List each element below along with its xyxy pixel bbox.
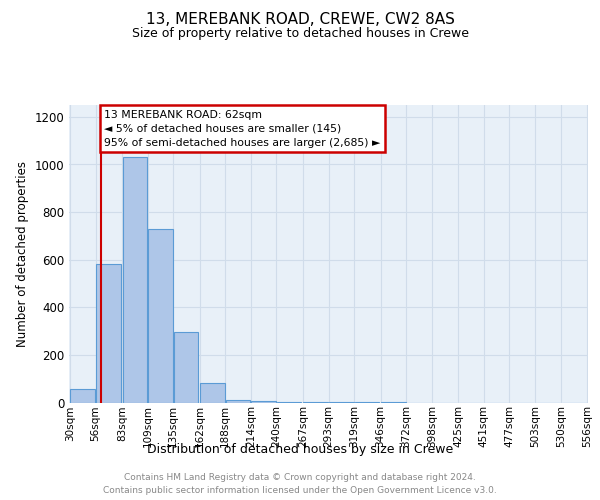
Bar (226, 400, 250, 402)
Text: Contains HM Land Registry data © Crown copyright and database right 2024.: Contains HM Land Registry data © Crown c… (124, 472, 476, 482)
Text: Contains public sector information licensed under the Open Government Licence v3: Contains public sector information licen… (103, 486, 497, 495)
Bar (148, 229, 173, 402)
Y-axis label: Number of detached properties: Number of detached properties (16, 161, 29, 347)
Text: Distribution of detached houses by size in Crewe: Distribution of detached houses by size … (147, 442, 453, 456)
Bar (96, 264, 121, 402)
Text: Size of property relative to detached houses in Crewe: Size of property relative to detached ho… (131, 28, 469, 40)
Bar (173, 332, 198, 402)
Bar (70, 389, 95, 402)
Text: 13, MEREBANK ROAD, CREWE, CW2 8AS: 13, MEREBANK ROAD, CREWE, CW2 8AS (146, 12, 454, 28)
Bar (122, 158, 147, 402)
Bar (200, 384, 225, 402)
Text: 13 MEREBANK ROAD: 62sqm
◄ 5% of detached houses are smaller (145)
95% of semi-de: 13 MEREBANK ROAD: 62sqm ◄ 5% of detached… (104, 110, 381, 148)
